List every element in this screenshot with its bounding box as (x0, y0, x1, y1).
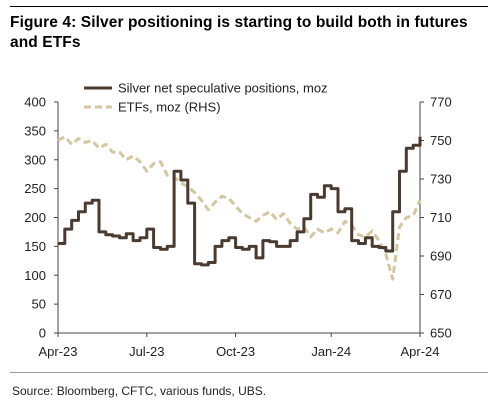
right-tick-label: 670 (430, 287, 452, 302)
right-tick-label: 770 (430, 95, 452, 110)
x-tick-label: Jan-24 (311, 344, 351, 359)
x-tick-label: Jul-23 (129, 344, 164, 359)
right-tick-label: 650 (430, 326, 452, 341)
series-line-etfs (58, 137, 420, 279)
x-tick-label: Apr-23 (38, 344, 77, 359)
right-tick-label: 730 (430, 172, 452, 187)
x-tick-label: Oct-23 (216, 344, 255, 359)
chart: 0 50 100 150 200 250 300 350 400 650 670 690 710 730 7… (0, 0, 500, 370)
left-tick-label: 50 (32, 297, 46, 312)
left-tick-label: 0 (39, 326, 46, 341)
left-tick-label: 350 (24, 123, 46, 138)
legend-label: ETFs, moz (RHS) (118, 100, 221, 115)
left-tick-label: 150 (24, 239, 46, 254)
x-tick-label: Apr-24 (400, 344, 439, 359)
legend: Silver net speculative positions, moz ETF… (84, 81, 328, 115)
left-tick-label: 300 (24, 152, 46, 167)
right-tick-label: 710 (430, 210, 452, 225)
source-note: Source: Bloomberg, CFTC, various funds, … (12, 384, 266, 398)
chart-axes: 0 50 100 150 200 250 300 350 400 650 670 690 710 730 7… (24, 95, 451, 360)
right-tick-label: 690 (430, 249, 452, 264)
right-tick-label: 750 (430, 133, 452, 148)
left-tick-label: 200 (24, 210, 46, 225)
source-rule (10, 372, 488, 373)
chart-lines (58, 137, 420, 279)
series-line-net-spec-positions (58, 137, 420, 265)
legend-label: Silver net speculative positions, moz (118, 81, 328, 96)
left-tick-label: 400 (24, 95, 46, 110)
left-tick-label: 100 (24, 268, 46, 283)
left-tick-label: 250 (24, 181, 46, 196)
